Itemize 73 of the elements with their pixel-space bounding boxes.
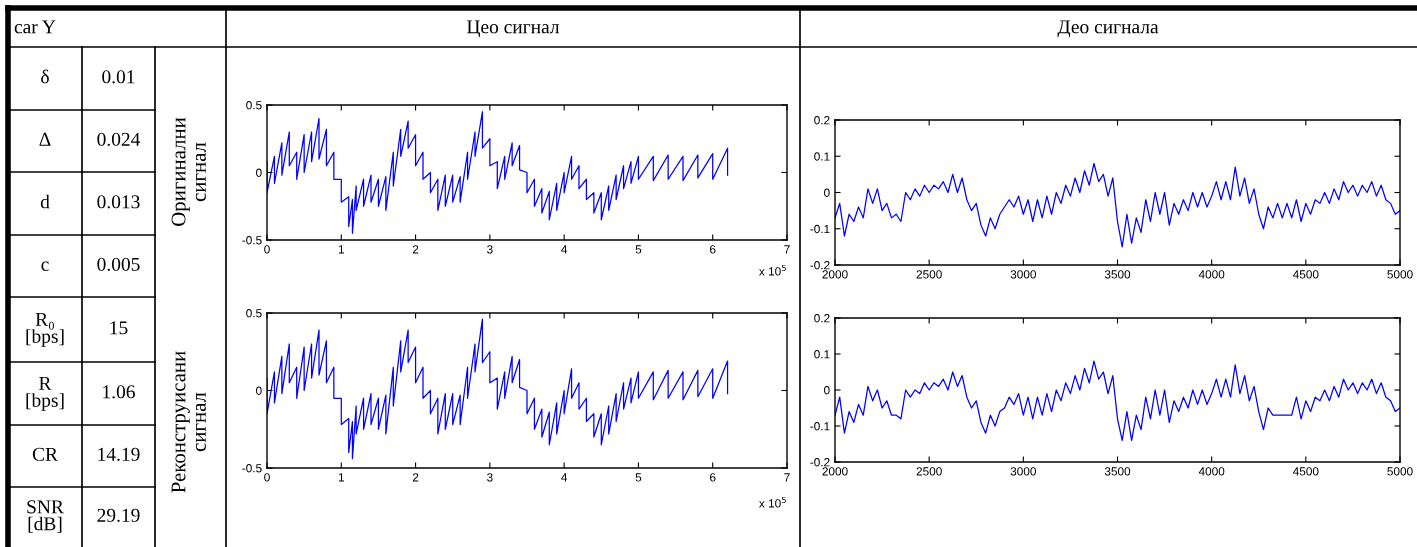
- line-series: [267, 111, 729, 234]
- x-tick-label: 7: [784, 473, 790, 482]
- x-tick-label: 5000: [1387, 467, 1413, 476]
- y-tick-label: -0.2: [810, 458, 830, 467]
- category-label: R [bps]: [26, 376, 64, 411]
- category-label: R₀ [bps]: [26, 312, 64, 347]
- x-tick-label: 5: [635, 473, 642, 482]
- text: x 10$^{5}$: [759, 264, 786, 276]
- text: x 10$^{5}$: [759, 496, 786, 508]
- text: car Y: [14, 20, 56, 34]
- category-label: c: [41, 261, 49, 271]
- data-label: 1.06: [103, 385, 135, 399]
- category-label: CR: [32, 447, 58, 461]
- x-tick-label: 3500: [1104, 270, 1131, 279]
- chart-title: Део сигнала: [1057, 20, 1159, 38]
- x-tick-label: 2500: [916, 270, 942, 279]
- chart-title: Цео сигнал: [466, 20, 560, 38]
- y-tick-label: 0.5: [246, 101, 262, 110]
- data-label: 0.005: [97, 257, 140, 271]
- x-tick-label: 6: [710, 473, 716, 482]
- x-tick-label: 2: [412, 245, 419, 254]
- y-tick-label: -0.1: [810, 422, 830, 431]
- y-tick-label: 0: [824, 188, 830, 197]
- category-label: δ: [41, 69, 49, 84]
- x-tick-label: 3: [487, 245, 493, 254]
- data-label: 15: [110, 321, 128, 335]
- x-tick-label: 2000: [822, 270, 848, 279]
- x-tick-label: 3: [487, 473, 493, 482]
- y-tick-label: -0.1: [810, 224, 830, 234]
- x-tick-label: 2: [412, 473, 419, 482]
- x-tick-label: 2500: [916, 467, 942, 476]
- data-label: 14.19: [98, 447, 140, 461]
- line-series: [835, 360, 1400, 442]
- x-tick-label: 4: [561, 473, 568, 482]
- x-tick-label: 5: [635, 245, 642, 254]
- data-label: 0.01: [102, 70, 135, 84]
- y-tick-label: 0: [824, 386, 830, 395]
- x-tick-label: 5000: [1387, 270, 1413, 279]
- y-tick-label: 0.1: [814, 350, 830, 359]
- category-label: Δ: [39, 132, 51, 146]
- category-label: SNR [dB]: [27, 500, 64, 533]
- y-tick-label: 0: [256, 168, 262, 177]
- data-label: 0.013: [97, 195, 140, 209]
- data-label: 29.19: [97, 508, 140, 522]
- x-tick-label: 4000: [1198, 270, 1225, 279]
- x-tick-label: 7: [784, 245, 790, 254]
- y-tick-label: 0.1: [814, 152, 830, 161]
- x-tick-label: 4000: [1198, 467, 1225, 476]
- x-tick-label: 0: [264, 473, 270, 482]
- y-tick-label: 0.5: [246, 309, 262, 318]
- y-tick-label: -0.5: [242, 464, 262, 473]
- y-tick-label: -0.2: [810, 261, 830, 270]
- x-tick-label: 2000: [822, 467, 848, 476]
- y-tick-label: 0.2: [814, 314, 830, 323]
- y-tick-label: -0.5: [242, 236, 262, 245]
- x-tick-label: 3500: [1104, 467, 1131, 476]
- y-tick-label: 0.2: [814, 116, 830, 125]
- x-tick-label: 3000: [1010, 270, 1036, 279]
- text: Оригинални сигнал: [171, 117, 206, 226]
- x-tick-label: 1: [338, 473, 344, 482]
- x-tick-label: 0: [264, 245, 270, 254]
- line-series: [835, 162, 1400, 248]
- x-tick-label: 1: [338, 245, 344, 254]
- x-tick-label: 4: [561, 245, 568, 254]
- x-tick-label: 4500: [1292, 467, 1319, 476]
- text: Реконструисани сигнал: [171, 351, 206, 493]
- y-tick-label: 0: [256, 386, 262, 395]
- line-series: [267, 318, 729, 460]
- x-tick-label: 3000: [1010, 467, 1036, 476]
- x-tick-label: 4500: [1292, 270, 1319, 279]
- data-label: 0.024: [97, 132, 141, 146]
- category-label: d: [40, 194, 50, 209]
- x-tick-label: 6: [710, 245, 716, 254]
